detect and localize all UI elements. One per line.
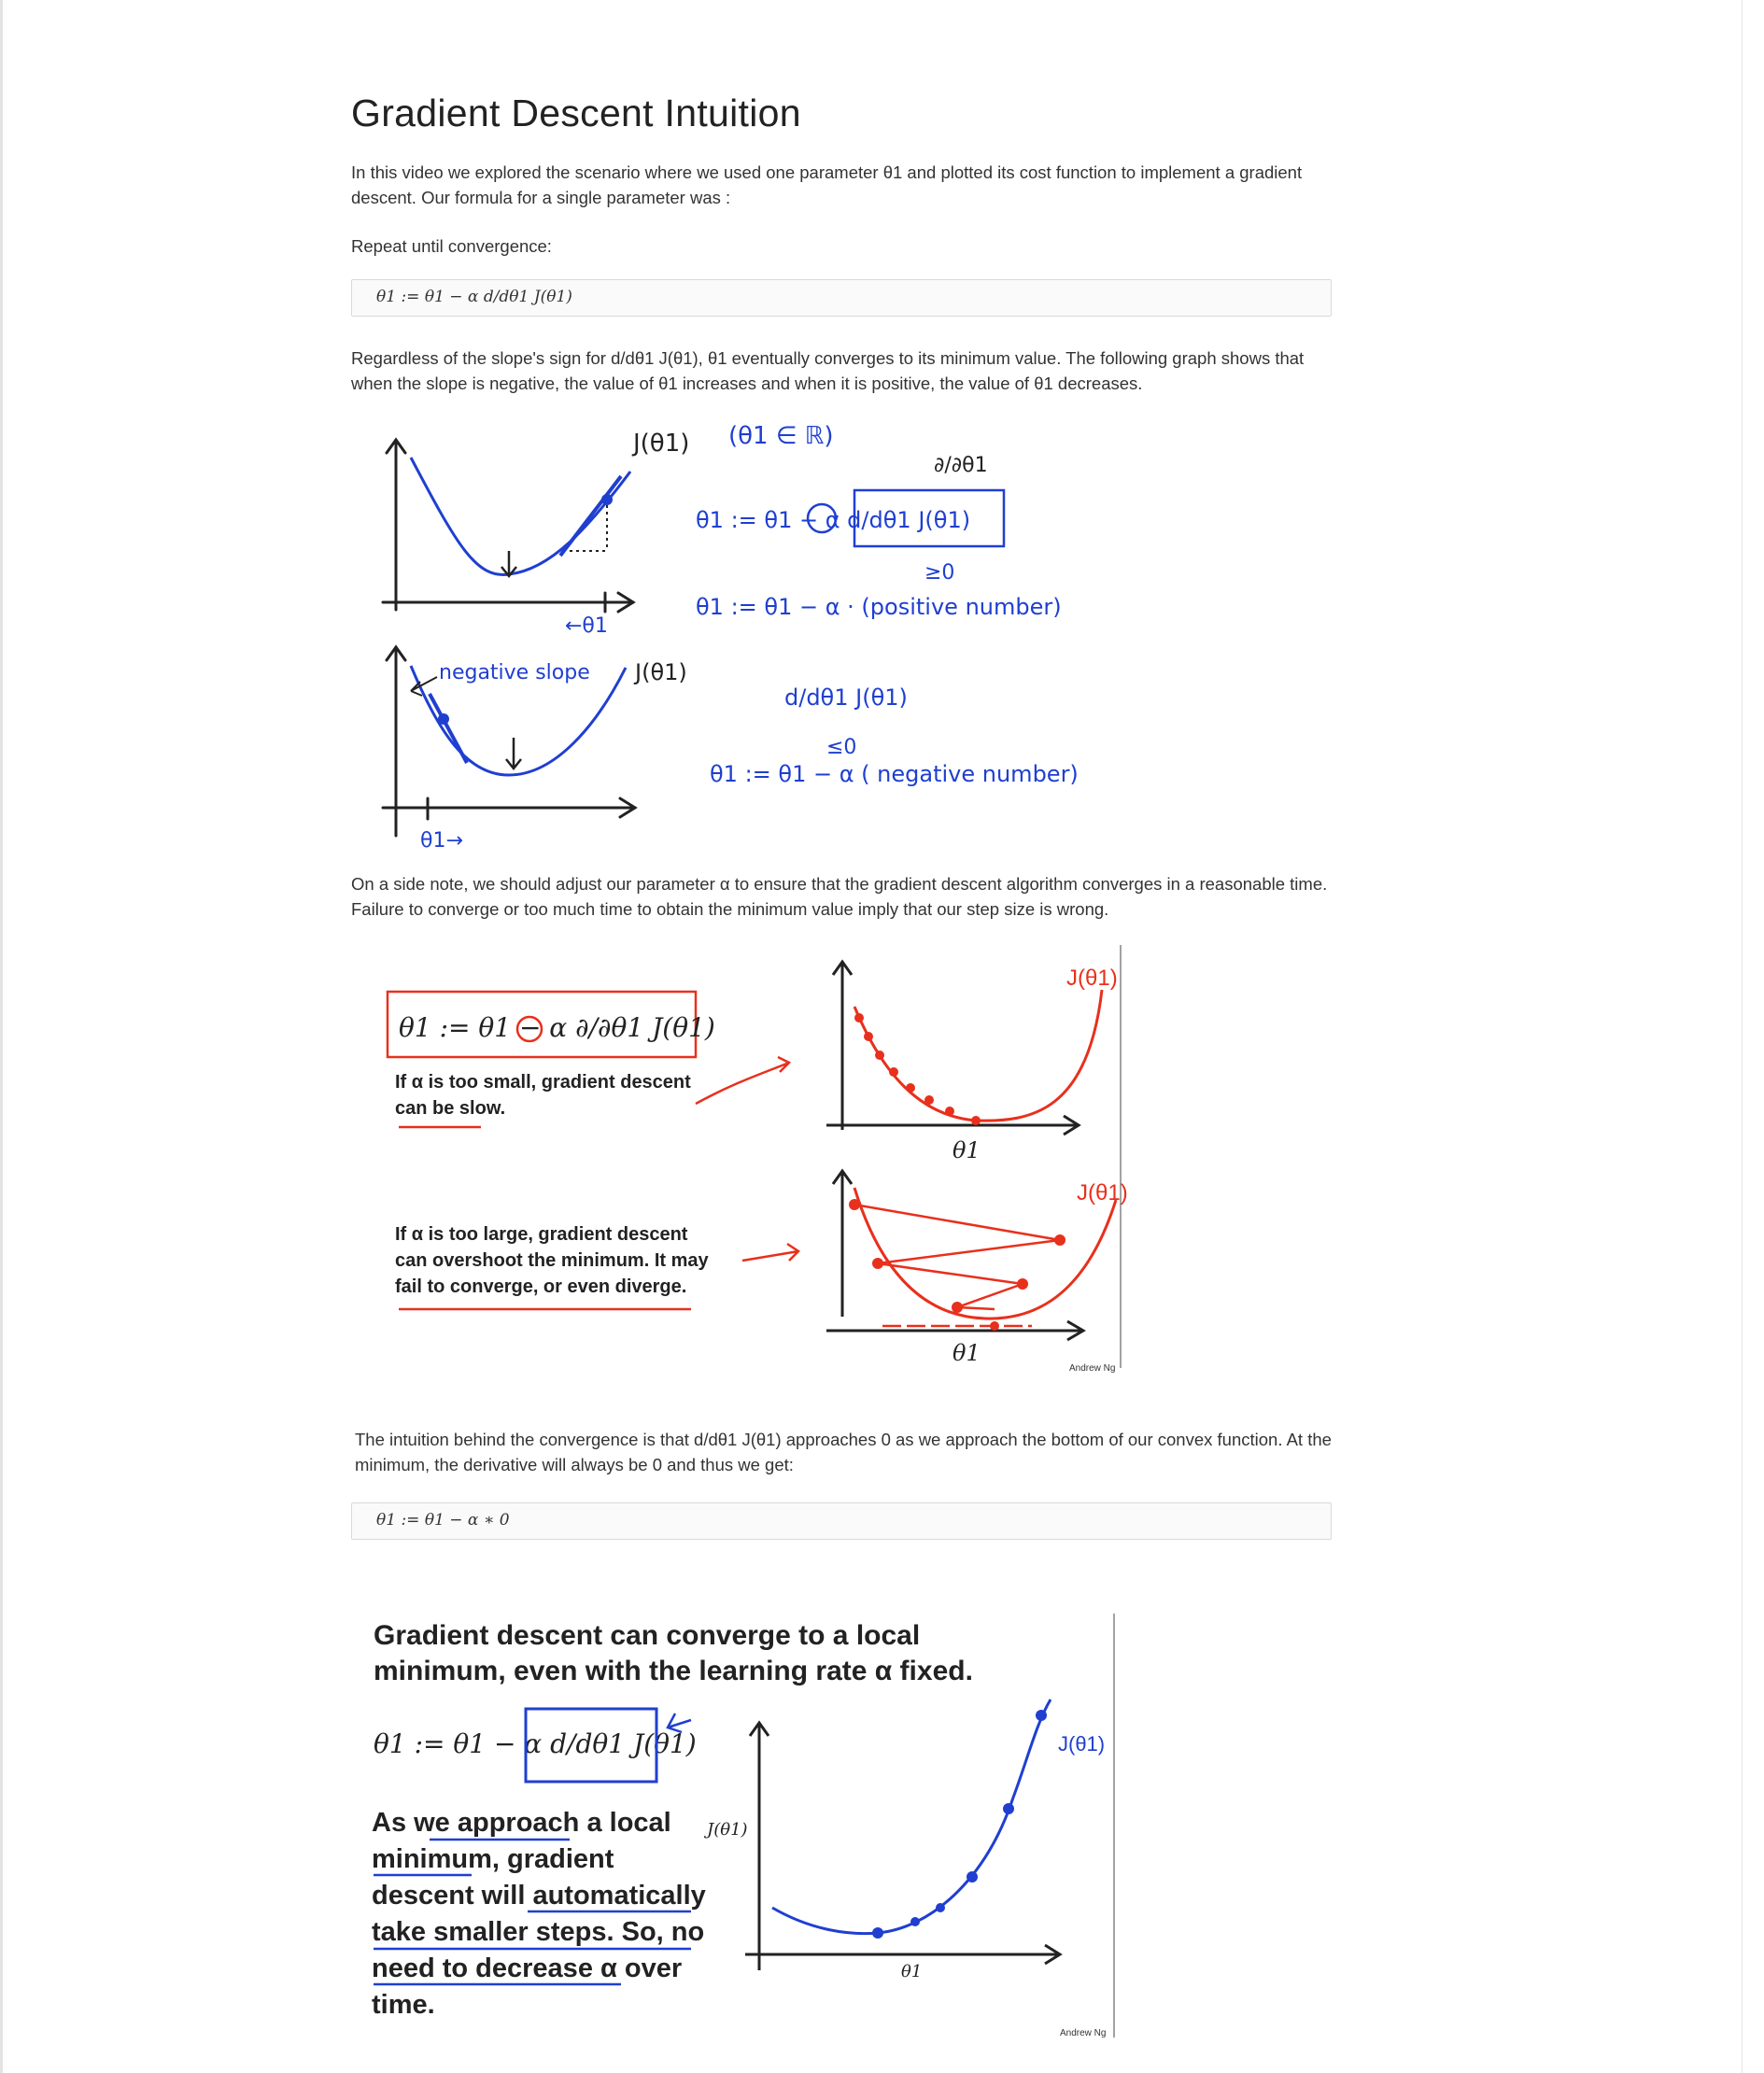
theta-arrow-top: ←θ1 [565,614,608,638]
figure-local-minimum: Gradient descent can converge to a local… [369,1611,1144,2040]
small-text-2: can be slow. [395,1098,505,1119]
body-4: take smaller steps. So, no [372,1917,704,1947]
formula-2: θ1 := θ1 − α ∗ 0 [376,1511,510,1530]
overshoot-path [854,1203,1061,1311]
lr-formula: θ1 := θ1 − α ∂/∂θ1 J(θ1) [399,1012,715,1043]
formula-box-2: θ1 := θ1 − α ∗ 0 [351,1502,1332,1540]
large-text-2: can overshoot the minimum. It may [395,1250,710,1271]
bottom-curve-label: J(θ1) [633,659,687,685]
axis-theta-bottom: θ1 [953,1340,981,1366]
local-cost-curve [771,1699,1052,1936]
large-text-1: If α is too large, gradient descent [395,1224,688,1245]
page-title: Gradient Descent Intuition [351,92,801,134]
small-lr-curve [853,989,1104,1122]
local-formula: θ1 := θ1 − α d/dθ1 J(θ1) [374,1728,697,1759]
bottom-y-arrowhead [385,644,407,662]
curve-label-top: J(θ1) [1066,966,1118,991]
formula-box-1: θ1 := θ1 − α d/dθ1 J(θ1) [351,279,1332,317]
x-axis-label: θ1 [901,1962,922,1981]
top-x-arrowhead [616,591,636,613]
headline-1: Gradient descent can converge to a local [374,1620,920,1651]
y-axis-label: J(θ1) [703,1820,748,1840]
geq-zero: ≥0 [924,561,954,585]
arrow-large [741,1242,800,1262]
alpha-highlight-circle [515,1015,543,1043]
curve-label-bottom: J(θ1) [1077,1180,1128,1206]
highlight-box [853,488,1006,548]
convergence-paragraph: The intuition behind the convergence is … [355,1430,1332,1474]
figure-slope-sign: J(θ1) (θ1 ∈ ℝ) ∂/∂θ1 θ1 := θ1 − α d/dθ1 … [374,416,1121,854]
derivative-box [524,1707,658,1784]
bottom-cost-curve [409,665,628,777]
leq-zero: ≤0 [826,736,856,759]
top-curve-label: J(θ1) [631,430,689,458]
body-5: need to decrease α over [372,1953,682,1983]
body-1: As we approach a local [372,1808,671,1838]
small-text-1: If α is too small, gradient descent [395,1072,691,1093]
repeat-label: Repeat until convergence: [351,236,552,256]
large-lr-curve [853,1187,1118,1320]
alpha-circle [806,502,838,534]
slope-paragraph: Regardless of the slope's sign for d/dθ1… [351,348,1305,393]
partial-note: ∂/∂θ1 [934,454,988,477]
headline-2: minimum, even with the learning rate α f… [374,1656,973,1686]
top-point [601,494,613,505]
derivative-bottom: d/dθ1 J(θ1) [784,684,908,711]
axis-theta-top: θ1 [953,1137,981,1163]
large-text-3: fail to converge, or even diverge. [395,1276,686,1297]
bottom-point [438,713,449,725]
negative-update: θ1 := θ1 − α ( negative number) [710,761,1079,787]
formula-highlight-box [386,990,698,1059]
arrow-small [695,1055,792,1106]
top-cost-curve [409,457,632,576]
top-tangent [558,474,623,557]
bottom-tangent [428,693,469,764]
figure-learning-rate: θ1 := θ1 − α ∂/∂θ1 J(θ1) If α is too sma… [378,943,1144,1373]
positive-update: θ1 := θ1 − α · (positive number) [696,594,1062,620]
body-3: descent will automatically [372,1881,706,1911]
body-2: minimum, gradient [372,1844,614,1874]
credit-lr: Andrew Ng [1069,1363,1115,1373]
intro-paragraph: In this video we explored the scenario w… [351,162,1303,207]
formula-1: θ1 := θ1 − α d/dθ1 J(θ1) [376,288,572,306]
credit-local: Andrew Ng [1060,2028,1106,2038]
top-y-arrowhead [385,437,407,455]
body-6: time. [372,1990,435,2020]
domain-note: (θ1 ∈ ℝ) [728,422,834,450]
alpha-paragraph: On a side note, we should adjust our par… [351,874,1328,919]
theta-arrow-bottom: θ1→ [420,829,463,853]
negative-slope-label: negative slope [439,661,590,684]
bottom-x-arrowhead [618,797,638,819]
curve-label-local: J(θ1) [1058,1732,1105,1756]
